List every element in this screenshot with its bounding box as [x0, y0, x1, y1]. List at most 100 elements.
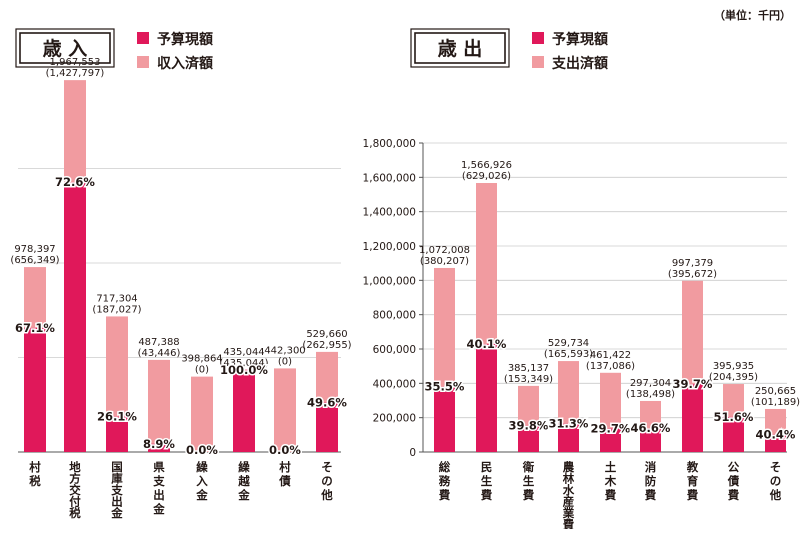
expenditure-rate-label: 35.5%: [425, 380, 465, 394]
revenue-bar-budget: [274, 368, 296, 452]
expenditure-bar-executed: [600, 428, 621, 452]
expenditure-value-label: 385,137: [508, 363, 549, 374]
revenue-executed-label: (43,446): [138, 348, 181, 359]
revenue-executed-label: (0): [278, 356, 292, 367]
revenue-rate-label: 100.0%: [220, 363, 268, 377]
expenditure-category-char: 費: [439, 488, 451, 502]
revenue-category-char: 税: [69, 506, 81, 520]
revenue-legend-swatch-executed: [137, 56, 149, 68]
expenditure-rate-label: 40.1%: [467, 337, 507, 351]
expenditure-legend-executed: 支出済額: [551, 55, 608, 72]
expenditure-executed-label: (395,672): [668, 269, 717, 280]
expenditure-rate-label: 31.3%: [549, 417, 589, 431]
expenditure-category-char: 務: [439, 474, 451, 488]
revenue-category-char: 地: [69, 460, 81, 474]
revenue-value-label: 1,967,553: [50, 57, 101, 68]
revenue-category-char: 越: [237, 474, 250, 488]
revenue-category-char: 繰: [238, 460, 250, 474]
revenue-legend-executed: 収入済額: [157, 55, 213, 72]
expenditure-value-label: 1,566,926: [461, 160, 512, 171]
expenditure-value-label: 461,422: [590, 350, 631, 361]
expenditure-category-char: 費: [481, 488, 493, 502]
expenditure-category-char: 生: [523, 474, 535, 488]
expenditure-category-char: 消: [645, 460, 657, 474]
expenditure-category-char: 生: [481, 474, 493, 488]
expenditure-category-char: 木: [604, 474, 617, 488]
expenditure-rate-label: 39.8%: [509, 419, 549, 433]
expenditure-tick-label: 1,400,000: [363, 207, 416, 219]
revenue-category-char: 村: [29, 460, 41, 474]
expenditure-value-label: 297,304: [630, 378, 671, 389]
revenue-executed-label: (0): [195, 365, 209, 376]
revenue-bar-executed: [64, 182, 86, 452]
expenditure-category-char: 費: [687, 488, 699, 502]
revenue-rate-label: 72.6%: [55, 175, 95, 189]
revenue-category-char: 繰: [196, 460, 208, 474]
revenue-category-char: 金: [110, 506, 123, 520]
expenditure-category-char: 費: [605, 488, 617, 502]
expenditure-rate-label: 46.6%: [631, 421, 671, 435]
revenue-category-char: 支: [152, 474, 165, 488]
expenditure-category-char: の: [770, 474, 782, 488]
revenue-bar-executed: [316, 402, 338, 452]
expenditure-category-char: 育: [687, 474, 699, 488]
revenue-rate-label: 8.9%: [143, 437, 175, 451]
expenditure-legend-swatch-budget: [532, 32, 544, 44]
expenditure-category-char: 産: [563, 495, 575, 509]
expenditure-tick-label: 1,600,000: [363, 172, 416, 184]
expenditure-category-char: 業: [562, 506, 575, 520]
expenditure-executed-label: (380,207): [420, 256, 469, 267]
expenditure-executed-label: (165,593): [544, 349, 593, 360]
expenditure-executed-label: (204,395): [709, 372, 758, 383]
expenditure-category-char: 衛: [522, 460, 535, 474]
revenue-category-char: 金: [237, 488, 250, 502]
expenditure-category-char: 費: [728, 488, 740, 502]
revenue-value-label: 487,388: [138, 337, 179, 348]
expenditure-legend-swatch-executed: [532, 56, 544, 68]
expenditure-value-label: 997,379: [672, 258, 713, 269]
revenue-title: 歳 入: [43, 38, 88, 60]
unit-label: （単位：千円）: [714, 8, 791, 22]
expenditure-tick-label: 1,000,000: [363, 275, 416, 287]
revenue-category-char: 付: [69, 495, 81, 509]
revenue-category-char: そ: [321, 460, 333, 474]
expenditure-bar-executed: [518, 425, 539, 452]
expenditure-value-label: 250,665: [755, 386, 796, 397]
expenditure-executed-label: (138,498): [626, 389, 675, 400]
expenditure-category-char: 他: [769, 488, 782, 502]
expenditure-category-char: 民: [481, 460, 493, 474]
expenditure-category-char: 総: [439, 460, 451, 474]
expenditure-rate-label: 51.6%: [714, 410, 754, 424]
revenue-bar-executed: [106, 416, 128, 452]
expenditure-category-char: 水: [563, 483, 575, 497]
revenue-value-label: 398,864: [181, 354, 222, 365]
expenditure-category-char: 債: [727, 474, 740, 488]
revenue-value-label: 435,044: [223, 347, 264, 358]
revenue-rate-label: 0.0%: [186, 443, 218, 457]
expenditure-tick-label: 800,000: [373, 310, 416, 322]
revenue-bar-executed: [148, 443, 170, 452]
expenditure-value-label: 529,734: [548, 338, 589, 349]
expenditure-bar-executed: [640, 428, 661, 452]
expenditure-bar-executed: [723, 416, 744, 452]
expenditure-category-char: 林: [563, 472, 575, 486]
expenditure-title-frame-inner: [414, 32, 506, 64]
revenue-value-label: 442,300: [264, 345, 305, 356]
expenditure-rate-label: 40.4%: [756, 428, 796, 442]
revenue-executed-label: (1,427,797): [46, 68, 105, 79]
revenue-category-char: の: [321, 474, 333, 488]
expenditure-value-label: 1,072,008: [419, 245, 470, 256]
expenditure-executed-label: (629,026): [462, 171, 511, 182]
revenue-category-char: 交: [69, 483, 81, 497]
revenue-rate-label: 67.1%: [15, 321, 55, 335]
expenditure-tick-label: 400,000: [373, 378, 416, 390]
revenue-category-char: 出: [111, 495, 123, 509]
revenue-value-label: 978,397: [14, 244, 55, 255]
expenditure-category-char: 農: [563, 460, 575, 474]
expenditure-tick-label: 600,000: [373, 344, 416, 356]
expenditure-category-char: 防: [645, 474, 657, 488]
revenue-category-char: 国: [111, 460, 123, 474]
revenue-executed-label: (262,955): [302, 340, 351, 351]
